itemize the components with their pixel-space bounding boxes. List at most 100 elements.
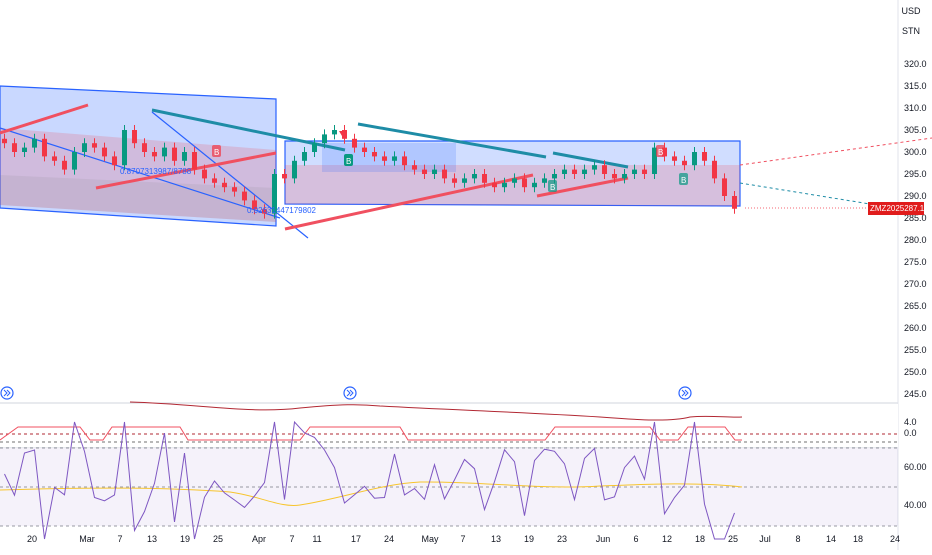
- time-axis-label: 18: [853, 534, 863, 544]
- price-axis-label: 285.0: [904, 213, 927, 223]
- candle-body: [562, 169, 567, 174]
- candle-body: [242, 191, 247, 201]
- price-axis-label: 275.0: [904, 257, 927, 267]
- candle-body: [142, 143, 147, 152]
- candle-body: [372, 152, 377, 157]
- buy-marker[interactable]: B: [679, 173, 688, 185]
- price-axis-label: 260.0: [904, 323, 927, 333]
- fast-forward-icon[interactable]: [343, 386, 357, 400]
- candle-body: [222, 182, 227, 188]
- time-axis-label: Jun: [596, 534, 611, 544]
- candle-body: [332, 130, 337, 135]
- buy-marker[interactable]: B: [548, 180, 557, 192]
- price-axis-label: 320.0: [904, 59, 927, 69]
- trendline-red-1[interactable]: [0, 103, 89, 135]
- highlight-box: [322, 143, 456, 172]
- time-axis-label: 19: [180, 534, 190, 544]
- candle-body: [232, 187, 237, 192]
- candle-body: [382, 156, 387, 161]
- indicator-1-step-line: [0, 426, 742, 441]
- candle-body: [152, 152, 157, 157]
- candle-body: [82, 143, 87, 152]
- candle-body: [612, 174, 617, 179]
- candle-body: [672, 156, 677, 161]
- candle-body: [292, 160, 297, 179]
- projection-red-dashed[interactable]: [739, 137, 932, 166]
- time-axis-label: 7: [289, 534, 294, 544]
- candle-body: [552, 174, 557, 179]
- indicator-2-axis: 60.00 40.00: [904, 462, 927, 510]
- candle-body: [592, 165, 597, 170]
- red-zone-left: [0, 128, 276, 222]
- candle-body: [512, 178, 517, 183]
- candle-body: [102, 147, 107, 157]
- candle-body: [682, 160, 687, 166]
- candle-body: [492, 182, 497, 188]
- price-axis-label: 290.0: [904, 191, 927, 201]
- candle-body: [362, 147, 367, 152]
- candle-body: [262, 209, 267, 214]
- price-axis[interactable]: 320.0 315.0 310.0 305.0 300.0 295.0 290.0 285.0…: [904, 59, 927, 399]
- projection-blue-dashed[interactable]: [739, 182, 871, 205]
- trendline-red-2[interactable]: [95, 151, 277, 190]
- candle-body: [542, 178, 547, 183]
- candle-body: [12, 143, 17, 152]
- sell-marker[interactable]: B: [656, 145, 665, 157]
- candle-body: [622, 174, 627, 179]
- indicator-pane-2[interactable]: [0, 448, 898, 526]
- trendline-red-4[interactable]: [536, 176, 629, 198]
- sell-marker[interactable]: B: [212, 145, 221, 157]
- candle-body: [22, 147, 27, 152]
- svg-text:B: B: [214, 148, 219, 157]
- fib-label-2: 0.02631447179802: [247, 206, 317, 215]
- time-axis-label: 25: [213, 534, 223, 544]
- buy-marker[interactable]: B: [344, 154, 353, 166]
- trendline-teal-2[interactable]: [357, 122, 547, 159]
- candle-body: [452, 178, 457, 183]
- time-axis[interactable]: 20 Mar 7 13 19 25 Apr 7 11 17 24 May 7 13 19 23 Jun 6 12 18…: [27, 534, 900, 544]
- indicator-1-red-curve: [129, 401, 743, 421]
- time-axis-label: Mar: [79, 534, 95, 544]
- unit-label[interactable]: STN: [902, 26, 920, 36]
- candle-body: [162, 147, 167, 157]
- candle-body: [702, 152, 707, 161]
- currency-label[interactable]: USD: [901, 6, 921, 16]
- time-axis-label: 7: [460, 534, 465, 544]
- last-price-value: 287.1: [904, 204, 925, 213]
- fast-forward-icon[interactable]: [678, 386, 692, 400]
- candle-body: [342, 130, 347, 139]
- candlestick-series[interactable]: [2, 125, 737, 219]
- time-axis-label: 6: [633, 534, 638, 544]
- candle-body: [602, 165, 607, 174]
- price-axis-label: 280.0: [904, 235, 927, 245]
- candle-body: [322, 134, 327, 144]
- svg-text:B: B: [658, 148, 663, 157]
- candle-body: [282, 174, 287, 179]
- candle-body: [502, 182, 507, 188]
- candle-body: [422, 169, 427, 174]
- candle-body: [172, 147, 177, 161]
- last-price-symbol: ZMZ2025: [870, 204, 905, 213]
- candle-body: [472, 174, 477, 179]
- fast-forward-icon[interactable]: [0, 386, 14, 400]
- price-axis-label: 300.0: [904, 147, 927, 157]
- time-axis-label: 13: [491, 534, 501, 544]
- candle-body: [352, 138, 357, 148]
- price-axis-label: 295.0: [904, 169, 927, 179]
- trendline-blue-1[interactable]: [151, 111, 309, 239]
- price-axis-label: 250.0: [904, 367, 927, 377]
- trendline-teal-3[interactable]: [552, 151, 629, 169]
- candle-body: [302, 152, 307, 161]
- indicator-pane-1[interactable]: [0, 404, 898, 447]
- time-axis-label: 23: [557, 534, 567, 544]
- candle-body: [412, 165, 417, 170]
- candle-body: [312, 143, 317, 152]
- candle-body: [732, 196, 737, 209]
- trendline-red-3[interactable]: [284, 173, 534, 231]
- candle-body: [722, 178, 727, 196]
- price-axis-label: 255.0: [904, 345, 927, 355]
- time-axis-label: 18: [695, 534, 705, 544]
- candle-body: [482, 174, 487, 183]
